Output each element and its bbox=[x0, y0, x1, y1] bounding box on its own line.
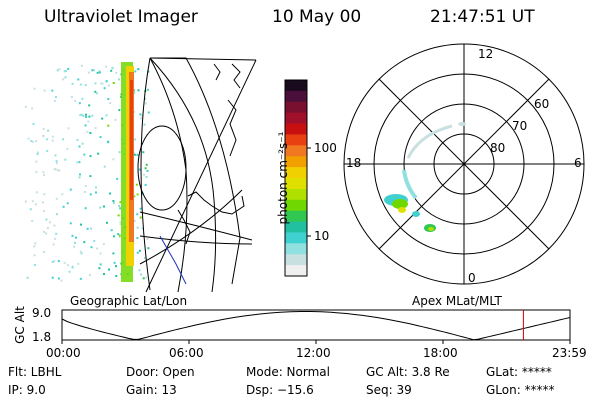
colorbar-cell bbox=[285, 123, 307, 135]
orbit-xtick-24: 23:59 bbox=[552, 346, 587, 360]
status-flt: Flt: LBHL bbox=[8, 365, 62, 379]
colorbar-cell bbox=[285, 243, 307, 255]
status-mode: Mode: Normal bbox=[246, 365, 330, 379]
colorbar-cell bbox=[285, 112, 307, 125]
orbit-ylabel: GC Alt bbox=[13, 306, 27, 344]
colorbar-cell bbox=[285, 167, 307, 179]
orbit-plot bbox=[61, 309, 571, 344]
status-door: Door: Open bbox=[126, 365, 195, 379]
colorbar bbox=[284, 79, 311, 277]
status-glon: GLon: ***** bbox=[486, 383, 555, 397]
coastline bbox=[177, 99, 245, 245]
colorbar-cell bbox=[285, 178, 307, 190]
geo-grid bbox=[137, 57, 257, 293]
orbit-xtick-18: 18:00 bbox=[423, 346, 458, 360]
lat-label-60: 60 bbox=[534, 97, 550, 111]
status-gcalt: GC Alt: 3.8 Re bbox=[366, 365, 450, 379]
lat-label-80: 80 bbox=[490, 141, 506, 155]
colorbar-cell bbox=[285, 101, 307, 114]
date-label: 10 May 00 bbox=[272, 7, 362, 27]
orbit-ytick-high: 9.0 bbox=[32, 306, 52, 320]
orbit-xtick-12: 12:00 bbox=[296, 346, 331, 360]
time-label: 21:47:51 UT bbox=[430, 7, 535, 27]
orbit-xtick-0: 00:00 bbox=[46, 346, 81, 360]
colorbar-cell bbox=[285, 265, 307, 277]
colorbar-unit-label: photon cm⁻²s⁻¹ bbox=[276, 131, 290, 225]
apex-panel-label: Apex MLat/MLT bbox=[412, 294, 502, 308]
instrument-title: Ultraviolet Imager bbox=[44, 7, 198, 27]
mlt-label-18: 18 bbox=[346, 156, 362, 170]
colorbar-cell bbox=[285, 210, 307, 223]
colorbar-cell bbox=[285, 80, 307, 92]
aurora-band-peak bbox=[130, 80, 133, 200]
colorbar-tick-100: 100 bbox=[314, 141, 337, 155]
blue-track bbox=[159, 235, 187, 285]
colorbar-cell bbox=[285, 254, 307, 266]
colorbar-cell bbox=[285, 232, 307, 244]
polar-aurora bbox=[384, 122, 466, 232]
mlt-label-6: 6 bbox=[574, 156, 582, 170]
orbit-xticks bbox=[61, 340, 571, 344]
colorbar-cell bbox=[285, 199, 307, 212]
colorbar-cell bbox=[285, 156, 307, 168]
colorbar-tick-10: 10 bbox=[314, 229, 330, 243]
colorbar-cell bbox=[285, 188, 307, 201]
geo-panel-label: Geographic Lat/Lon bbox=[70, 294, 188, 308]
lat-label-70: 70 bbox=[512, 119, 528, 133]
colorbar-cell bbox=[285, 221, 307, 233]
colorbar-cell bbox=[285, 90, 307, 103]
polar-diag-2 bbox=[378, 78, 550, 250]
status-seq: Seq: 39 bbox=[366, 383, 412, 397]
mlt-label-0: 0 bbox=[468, 271, 476, 285]
polar-plot bbox=[343, 43, 585, 285]
status-glat: GLat: ***** bbox=[486, 365, 552, 379]
geographic-image bbox=[24, 57, 257, 293]
colorbar-cell bbox=[285, 134, 307, 146]
orbit-xtick-6: 06:00 bbox=[169, 346, 204, 360]
orbit-altitude-curve bbox=[61, 311, 571, 341]
status-gain: Gain: 13 bbox=[126, 383, 177, 397]
orbit-ytick-low: 1.8 bbox=[32, 330, 52, 344]
colorbar-cell bbox=[285, 145, 307, 157]
mlt-label-12: 12 bbox=[478, 47, 494, 61]
status-dsp: Dsp: −15.6 bbox=[246, 383, 314, 397]
status-ip: IP: 9.0 bbox=[8, 383, 46, 397]
